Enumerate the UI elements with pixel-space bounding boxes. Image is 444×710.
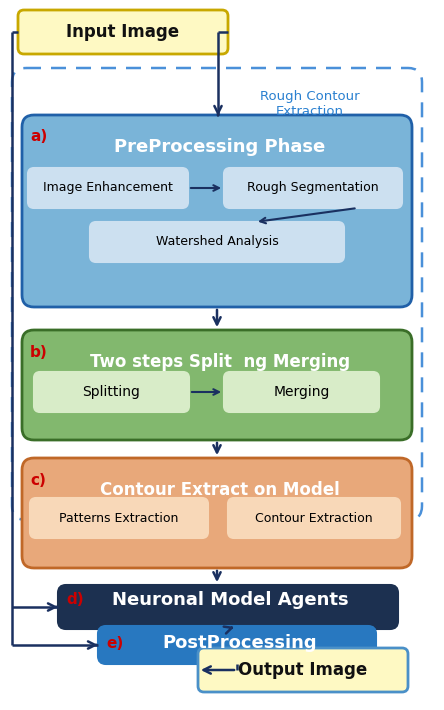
Text: PreProcessing Phase: PreProcessing Phase <box>115 138 325 156</box>
Text: Patterns Extraction: Patterns Extraction <box>59 511 178 525</box>
Text: Contour Extract on Model: Contour Extract on Model <box>100 481 340 499</box>
Text: Output Image: Output Image <box>238 661 368 679</box>
Text: PostProcessing: PostProcessing <box>163 634 317 652</box>
FancyBboxPatch shape <box>22 115 412 307</box>
FancyBboxPatch shape <box>224 372 379 412</box>
FancyBboxPatch shape <box>18 10 228 54</box>
Text: Merging: Merging <box>274 385 330 399</box>
Text: Neuronal Model Agents: Neuronal Model Agents <box>112 591 348 609</box>
FancyBboxPatch shape <box>90 222 344 262</box>
Text: Contour Extraction: Contour Extraction <box>255 511 373 525</box>
Text: Image Enhancement: Image Enhancement <box>43 182 173 195</box>
Text: b): b) <box>30 345 48 360</box>
FancyBboxPatch shape <box>34 372 189 412</box>
Text: Splitting: Splitting <box>83 385 140 399</box>
FancyBboxPatch shape <box>22 330 412 440</box>
Text: Rough Segmentation: Rough Segmentation <box>247 182 379 195</box>
Text: Watershed Analysis: Watershed Analysis <box>156 236 278 248</box>
FancyBboxPatch shape <box>58 585 398 629</box>
Text: e): e) <box>106 635 123 650</box>
Text: c): c) <box>30 473 46 488</box>
FancyBboxPatch shape <box>228 498 400 538</box>
FancyBboxPatch shape <box>28 168 188 208</box>
FancyBboxPatch shape <box>22 458 412 568</box>
FancyBboxPatch shape <box>30 498 208 538</box>
FancyBboxPatch shape <box>98 626 376 664</box>
FancyBboxPatch shape <box>224 168 402 208</box>
Text: Two steps Split  ng Merging: Two steps Split ng Merging <box>90 353 350 371</box>
Text: Rough Contour
Extraction: Rough Contour Extraction <box>260 90 360 118</box>
Text: d): d) <box>66 593 83 608</box>
Text: Input Image: Input Image <box>67 23 179 41</box>
Text: a): a) <box>30 129 47 144</box>
FancyBboxPatch shape <box>198 648 408 692</box>
